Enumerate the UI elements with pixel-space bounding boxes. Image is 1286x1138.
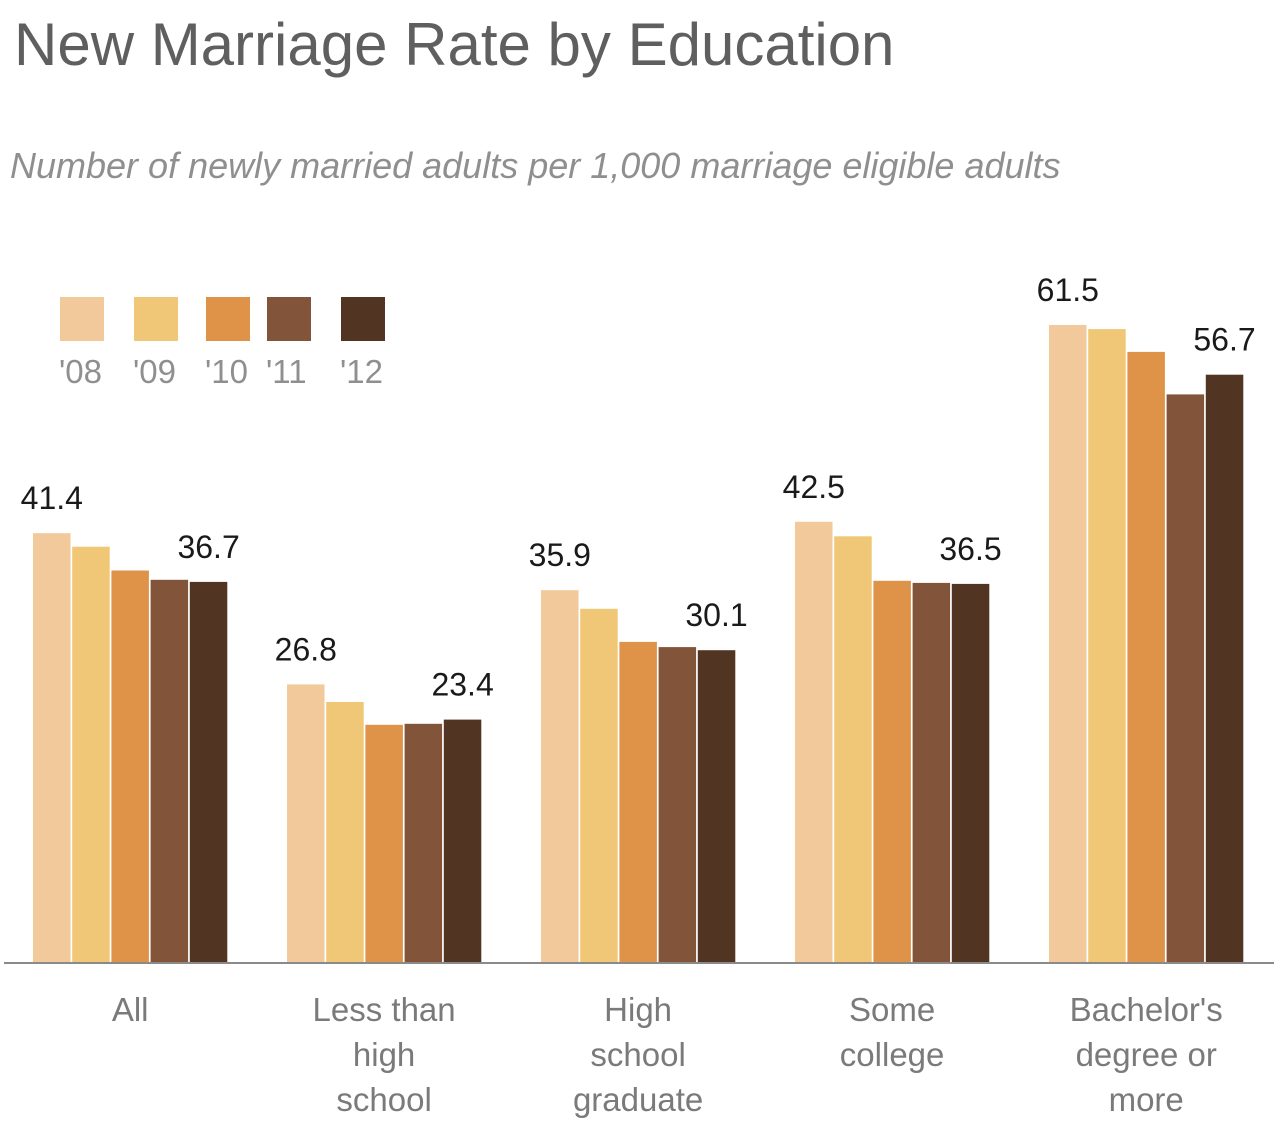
bar-less-than-high-school-10: [365, 724, 403, 962]
value-label-high-school-graduate-08: 35.9: [529, 537, 591, 573]
legend-label-09: '09: [133, 353, 176, 390]
value-label-all-08: 41.4: [21, 480, 83, 516]
bar-less-than-high-school-12: [443, 719, 482, 962]
value-labels: 41.4 36.7 26.8 23.4 35.9 30.1 42.5 36.5 61.5 56.7: [21, 272, 1256, 703]
category-label-line: college: [840, 1036, 945, 1073]
bar-some-college-12: [951, 583, 990, 962]
bar-all-09: [72, 546, 110, 962]
legend: '08 '09 '10 '11 '12: [59, 297, 385, 390]
value-label-some-college-08: 42.5: [783, 469, 845, 505]
bar-high-school-graduate-08: [541, 590, 579, 962]
category-label-line: graduate: [573, 1081, 703, 1118]
legend-swatch-11: [267, 297, 311, 341]
chart-title: New Marriage Rate by Education: [14, 11, 895, 78]
bar-some-college-08: [795, 521, 833, 962]
category-label-bachelor-s-degree-or-more: Bachelor's degree or more: [1070, 991, 1223, 1118]
bar-bachelor-s-degree-or-more-08: [1049, 325, 1087, 962]
legend-swatch-10: [206, 297, 250, 341]
bar-less-than-high-school-08: [287, 684, 325, 962]
category-label-line: school: [590, 1036, 685, 1073]
category-label-line: degree or: [1076, 1036, 1217, 1073]
bar-high-school-graduate-11: [658, 647, 697, 962]
bar-bachelor-s-degree-or-more-12: [1205, 374, 1244, 962]
bar-all-08: [33, 533, 71, 962]
legend-swatch-12: [341, 297, 385, 341]
bar-all-12: [189, 581, 228, 962]
legend-label-11: '11: [266, 353, 307, 390]
bar-bachelor-s-degree-or-more-09: [1088, 329, 1126, 963]
category-label-line: more: [1109, 1081, 1184, 1118]
bars: [33, 325, 1244, 963]
bar-high-school-graduate-09: [580, 608, 618, 962]
category-label-line: high: [353, 1036, 415, 1073]
category-label-less-than-high-school: Less than high school: [313, 991, 456, 1118]
category-label-line: High: [604, 991, 672, 1028]
value-label-all-12: 36.7: [177, 529, 239, 565]
category-labels: All Less than high school High school graduate…: [112, 991, 1223, 1118]
chart-subtitle: Number of newly married adults per 1,000…: [10, 145, 1061, 186]
legend-swatch-08: [60, 297, 104, 341]
bar-some-college-10: [873, 580, 911, 962]
category-label-some-college: Some college: [840, 991, 945, 1073]
bar-bachelor-s-degree-or-more-10: [1127, 351, 1165, 962]
category-label-all: All: [112, 991, 149, 1028]
bar-less-than-high-school-09: [326, 702, 364, 962]
category-label-line: Bachelor's: [1070, 991, 1223, 1028]
legend-label-10: '10: [205, 353, 248, 390]
legend-swatch-09: [134, 297, 178, 341]
legend-label-12: '12: [340, 353, 383, 390]
value-label-bachelor-s-degree-or-more-08: 61.5: [1037, 272, 1099, 308]
bar-bachelor-s-degree-or-more-11: [1166, 394, 1205, 962]
bar-all-11: [150, 579, 189, 962]
value-label-high-school-graduate-12: 30.1: [685, 597, 747, 633]
value-label-less-than-high-school-08: 26.8: [275, 631, 337, 667]
value-label-some-college-12: 36.5: [939, 531, 1001, 567]
legend-label-08: '08: [59, 353, 102, 390]
bar-less-than-high-school-11: [404, 723, 443, 962]
category-label-high-school-graduate: High school graduate: [573, 991, 703, 1118]
bar-some-college-09: [834, 536, 872, 962]
value-label-less-than-high-school-12: 23.4: [431, 667, 493, 703]
category-label-line: Some: [849, 991, 935, 1028]
bar-all-10: [111, 570, 149, 962]
value-label-bachelor-s-degree-or-more-12: 56.7: [1193, 322, 1255, 358]
bar-high-school-graduate-12: [697, 650, 736, 962]
bar-high-school-graduate-10: [619, 641, 657, 962]
category-label-line: Less than: [313, 991, 456, 1028]
category-label-line: school: [336, 1081, 431, 1118]
category-label-line: All: [112, 991, 149, 1028]
bar-some-college-11: [912, 582, 951, 962]
